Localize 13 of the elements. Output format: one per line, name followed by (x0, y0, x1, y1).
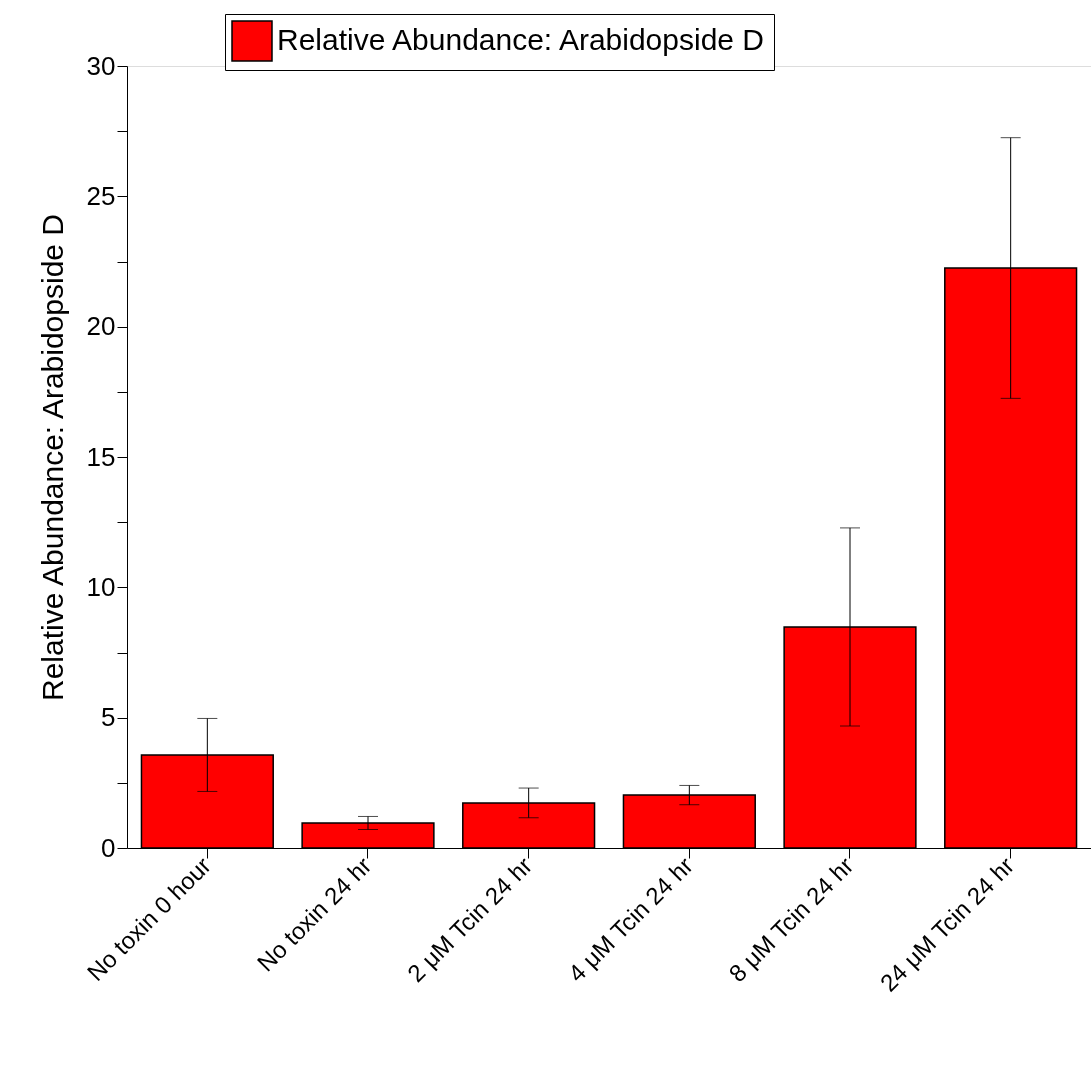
y-axis-title: Relative Abundance: Arabidopside D (35, 213, 69, 702)
legend-label: Relative Abundance: Arabidopside D (277, 23, 765, 56)
y-tick-label: 0 (101, 832, 116, 863)
x-tick-label: 4 μM Tcin 24 hr (562, 851, 698, 988)
y-tick-label: 20 (86, 311, 116, 342)
x-tick-label: 2 μM Tcin 24 hr (402, 851, 538, 988)
x-tick-label: 24 μM Tcin 24 hr (874, 851, 1020, 997)
y-tick-label: 5 (101, 702, 116, 733)
y-tick-label: 25 (86, 180, 116, 211)
y-tick-label: 10 (86, 571, 116, 602)
x-tick-label: 8 μM Tcin 24 hr (723, 851, 859, 988)
y-tick-label: 30 (86, 50, 116, 81)
y-tick-label: 15 (86, 441, 116, 472)
